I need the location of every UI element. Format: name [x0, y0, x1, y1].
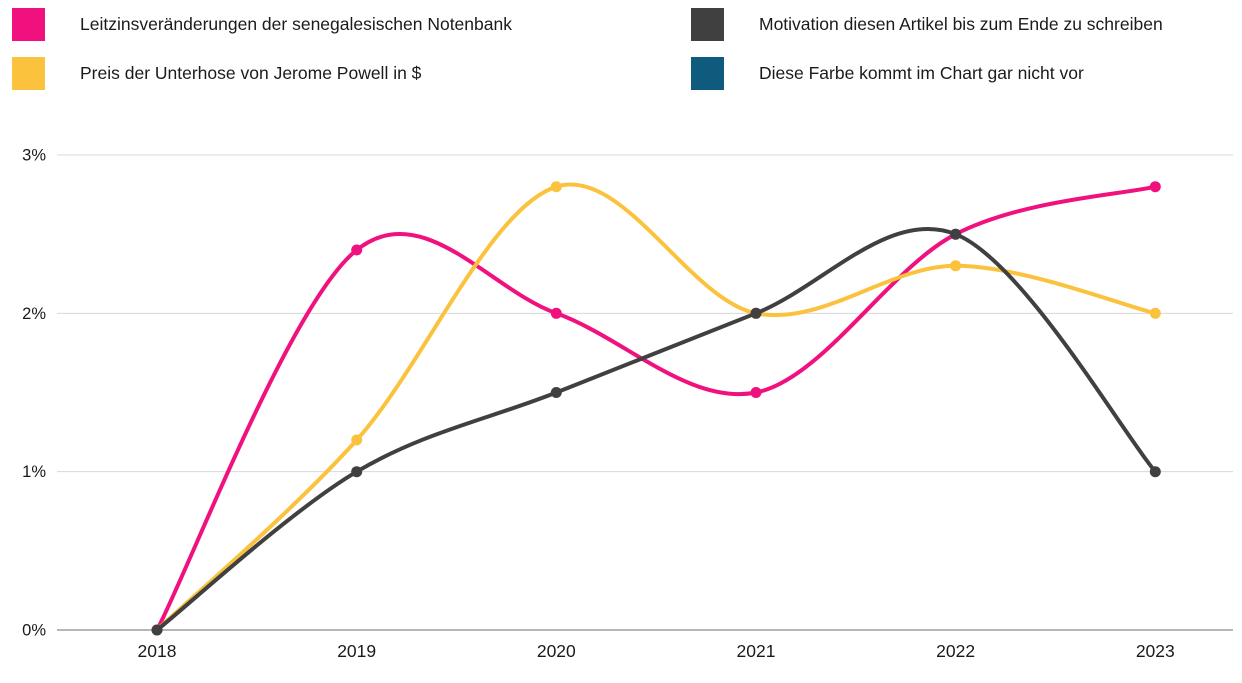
data-point: [151, 624, 163, 636]
series-line: [155, 184, 1158, 632]
x-tick-label: 2021: [737, 641, 776, 661]
legend-label: Motivation diesen Artikel bis zum Ende z…: [759, 14, 1163, 34]
legend-item-unused-color: Diese Farbe kommt im Chart gar nicht vor: [691, 57, 1084, 90]
legend-label: Diese Farbe kommt im Chart gar nicht vor: [759, 63, 1084, 83]
legend-swatch-yellow-icon: [12, 57, 45, 90]
data-point: [550, 181, 562, 193]
data-point: [950, 228, 962, 240]
x-tick-label: 2023: [1136, 641, 1175, 661]
data-point: [351, 466, 363, 478]
legend-item-unterhose: Preis der Unterhose von Jerome Powell in…: [12, 57, 421, 90]
series-line: [155, 226, 1158, 632]
data-point: [550, 307, 562, 319]
legend-swatch-dark-icon: [691, 8, 724, 41]
y-tick-label: 1%: [22, 463, 46, 481]
legend-item-leitzins: Leitzinsveränderungen der senegalesische…: [12, 8, 512, 41]
x-tick-label: 2019: [337, 641, 376, 661]
legend-swatch-pink-icon: [12, 8, 45, 41]
series-line: [155, 182, 1158, 632]
data-point: [1149, 181, 1161, 193]
x-tick-label: 2018: [138, 641, 177, 661]
y-tick-label: 2%: [22, 305, 46, 323]
data-point: [351, 434, 363, 446]
data-point: [750, 387, 762, 398]
data-point: [351, 244, 363, 256]
x-tick-label: 2022: [936, 641, 975, 661]
y-tick-label: 0%: [22, 622, 46, 640]
y-tick-label: 3%: [22, 147, 46, 165]
legend-item-motivation: Motivation diesen Artikel bis zum Ende z…: [691, 8, 1163, 41]
data-point: [1149, 466, 1161, 478]
legend-label: Preis der Unterhose von Jerome Powell in…: [80, 63, 422, 83]
legend-swatch-teal-icon: [691, 57, 724, 90]
data-point: [750, 307, 762, 319]
legend-label: Leitzinsveränderungen der senegalesische…: [80, 14, 512, 34]
data-point: [550, 387, 562, 398]
data-point: [1149, 307, 1161, 319]
data-point: [950, 260, 962, 272]
x-tick-label: 2020: [537, 641, 576, 661]
